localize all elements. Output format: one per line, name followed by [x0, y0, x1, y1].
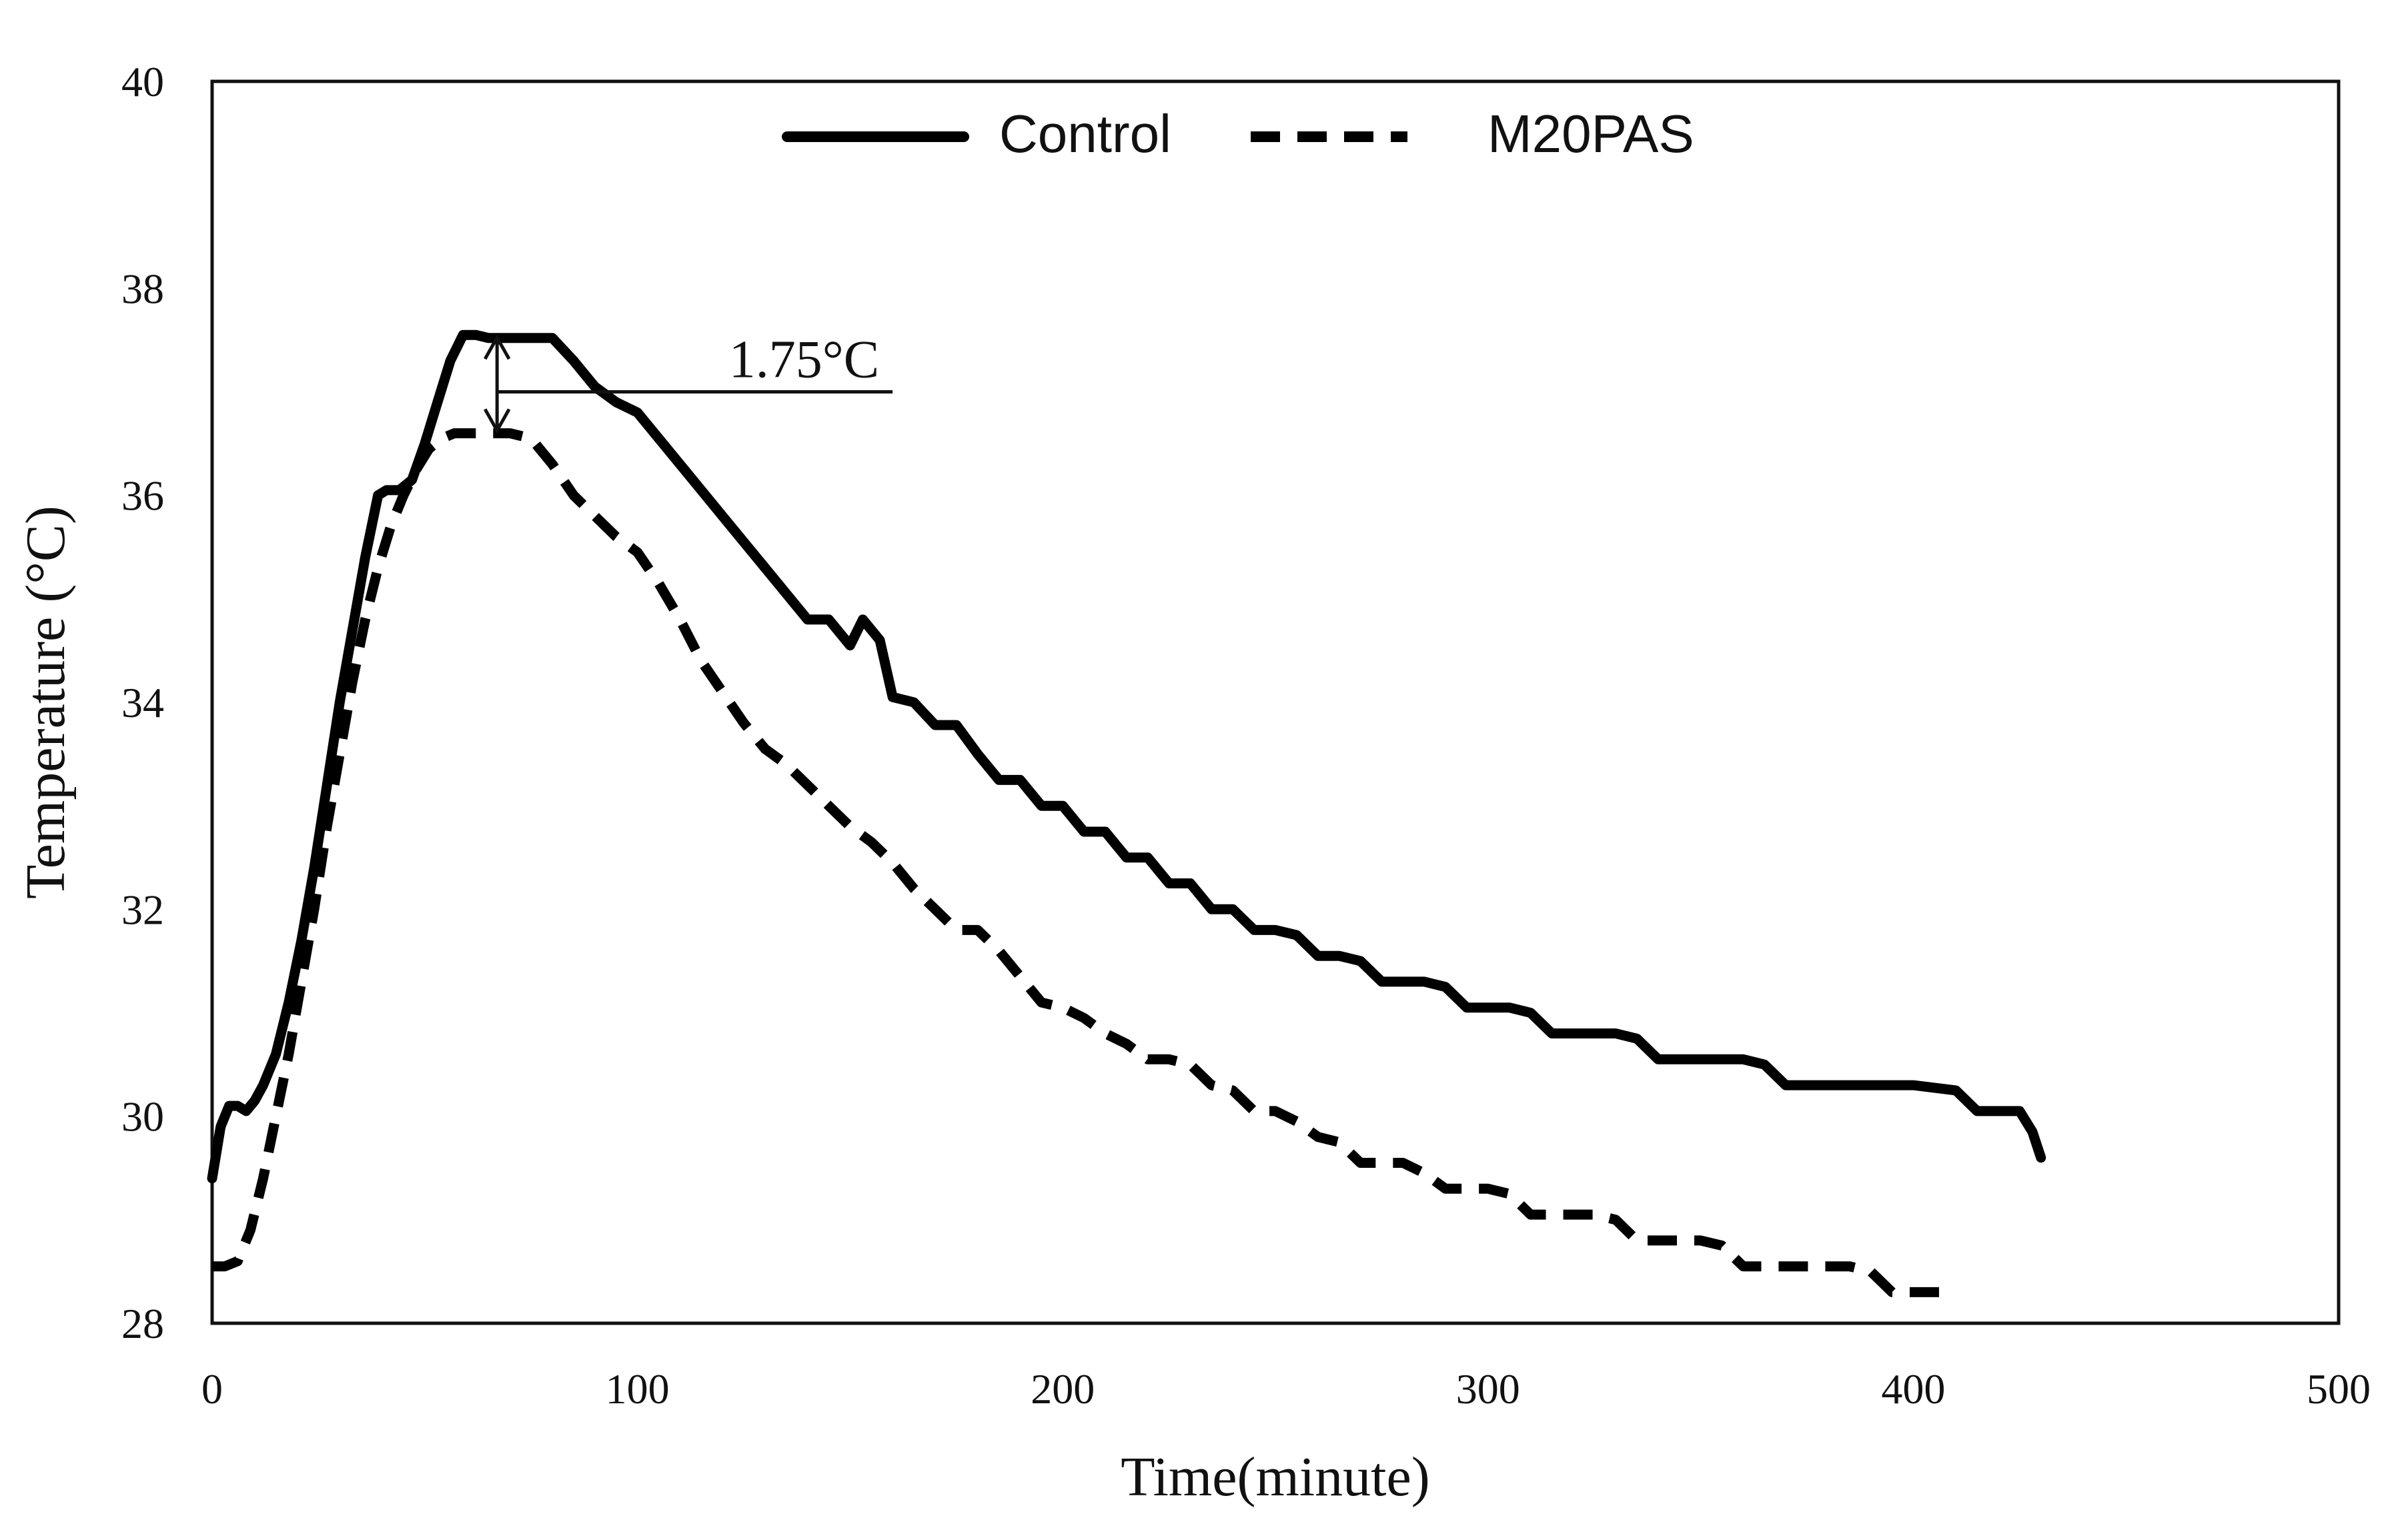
legend-label-m20pas: M20PAS	[1487, 104, 1694, 163]
y-axis-title: Temperature (°C)	[15, 506, 77, 899]
y-tick-label: 34	[121, 679, 164, 726]
annotation-arrowhead-top	[484, 334, 511, 360]
x-tick-label: 100	[606, 1365, 670, 1413]
x-tick-label: 500	[2307, 1365, 2371, 1413]
legend: Control M20PAS	[782, 104, 1694, 163]
series-layer	[207, 329, 2046, 1297]
y-axis-ticks: 28 30 32 34 36 38 40	[121, 58, 164, 1347]
y-tick-label: 30	[121, 1093, 164, 1140]
x-tick-label: 200	[1031, 1365, 1095, 1413]
y-tick-label: 36	[121, 472, 164, 520]
y-tick-label: 32	[121, 886, 164, 933]
y-tick-label: 38	[121, 265, 164, 312]
x-tick-label: 300	[1456, 1365, 1520, 1413]
y-tick-label: 40	[121, 58, 164, 105]
annotation-layer: 1.75°C	[484, 331, 893, 434]
y-tick-label: 28	[121, 1300, 164, 1347]
annotation-arrowhead-bottom	[484, 408, 511, 434]
x-axis-ticks: 0 100 200 300 400 500	[201, 1365, 2371, 1413]
x-axis-title: Time(minute)	[1121, 1446, 1430, 1508]
series-line-m20pas	[212, 428, 1956, 1297]
series-line-control	[207, 329, 2046, 1184]
x-tick-label: 400	[1881, 1365, 1945, 1413]
plot-area-frame	[210, 79, 2341, 1325]
legend-label-control: Control	[999, 104, 1171, 163]
x-tick-label: 0	[201, 1365, 223, 1413]
annotation-label: 1.75°C	[729, 331, 879, 390]
